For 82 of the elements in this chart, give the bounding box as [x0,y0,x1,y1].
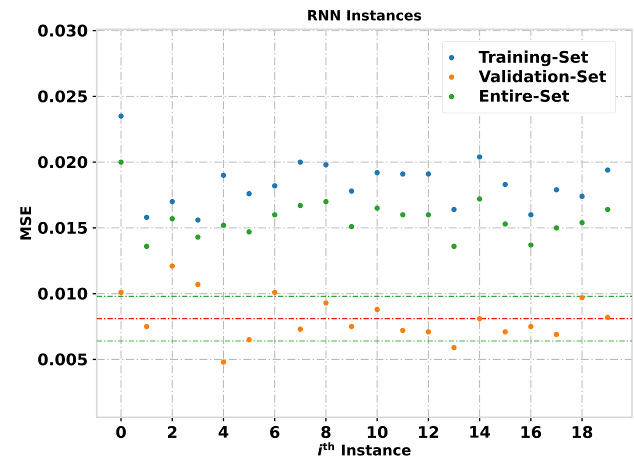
x-tick-label: 10 [368,426,388,438]
point [374,306,380,312]
x-tick-label: 12 [419,426,438,438]
point [528,324,534,330]
point [323,300,329,306]
point [476,316,482,322]
point [579,194,585,200]
point [348,188,354,194]
legend-label: Training-Set [478,50,588,66]
point [451,206,457,212]
point [170,263,175,269]
y-axis-title: MSE [20,206,32,240]
point [323,162,329,168]
legend-label: Validation-Set [478,70,606,82]
point [451,244,457,249]
x-tick-label: 2 [168,426,176,438]
y-tick-label: 0.005 [38,353,87,366]
point [323,198,329,204]
point [528,212,534,218]
point [220,172,226,178]
point [400,328,406,334]
point [170,198,175,204]
point [220,222,226,228]
point [220,359,226,365]
point [246,229,252,235]
x-tick-label: 6 [270,426,280,438]
x-axis-title: i$^{th}$ Instance [318,442,411,456]
chart-title: RNN Instances [308,10,422,21]
point [298,326,303,332]
x-tick-label: 0 [116,426,126,438]
x-tick-label: 18 [572,426,592,438]
point [374,170,380,176]
point [502,182,508,188]
point [579,220,585,226]
point [272,212,278,218]
point [426,329,432,334]
point [554,187,560,192]
point [348,324,354,330]
y-tick-label: 0.025 [38,90,87,102]
point [400,171,406,177]
point [426,171,432,177]
point [502,221,508,227]
point [195,234,201,240]
point [246,191,252,196]
point [476,196,482,202]
point [298,159,303,165]
point [246,337,252,342]
point [195,282,201,288]
point [144,244,150,249]
point [348,224,354,230]
point [170,216,175,222]
point [195,217,201,223]
y-tick-label: 0.020 [38,156,88,168]
point [605,314,610,320]
legend-label: Entire-Set [480,90,570,102]
x-tick-label: 8 [321,426,331,438]
point [374,206,380,211]
point [118,159,124,165]
y-tick-label: 0.010 [38,288,88,300]
point [272,183,278,188]
point [144,214,150,220]
x-tick-label: 14 [470,426,490,438]
y-tick-label: 0.030 [38,24,88,37]
point [502,329,508,334]
point [118,113,124,119]
point [554,332,560,338]
x-tick-label: 4 [218,426,228,438]
point [554,225,560,231]
point [400,212,406,218]
point [605,206,610,212]
x-tick-label: 16 [522,426,542,438]
point [426,212,432,218]
point [272,290,278,296]
point [298,202,303,208]
point [451,344,457,350]
point [118,290,124,296]
y-tick-label: 0.015 [38,222,87,234]
point [605,167,610,173]
point [528,242,534,248]
point [579,294,585,300]
point [144,324,150,330]
point [476,154,482,160]
